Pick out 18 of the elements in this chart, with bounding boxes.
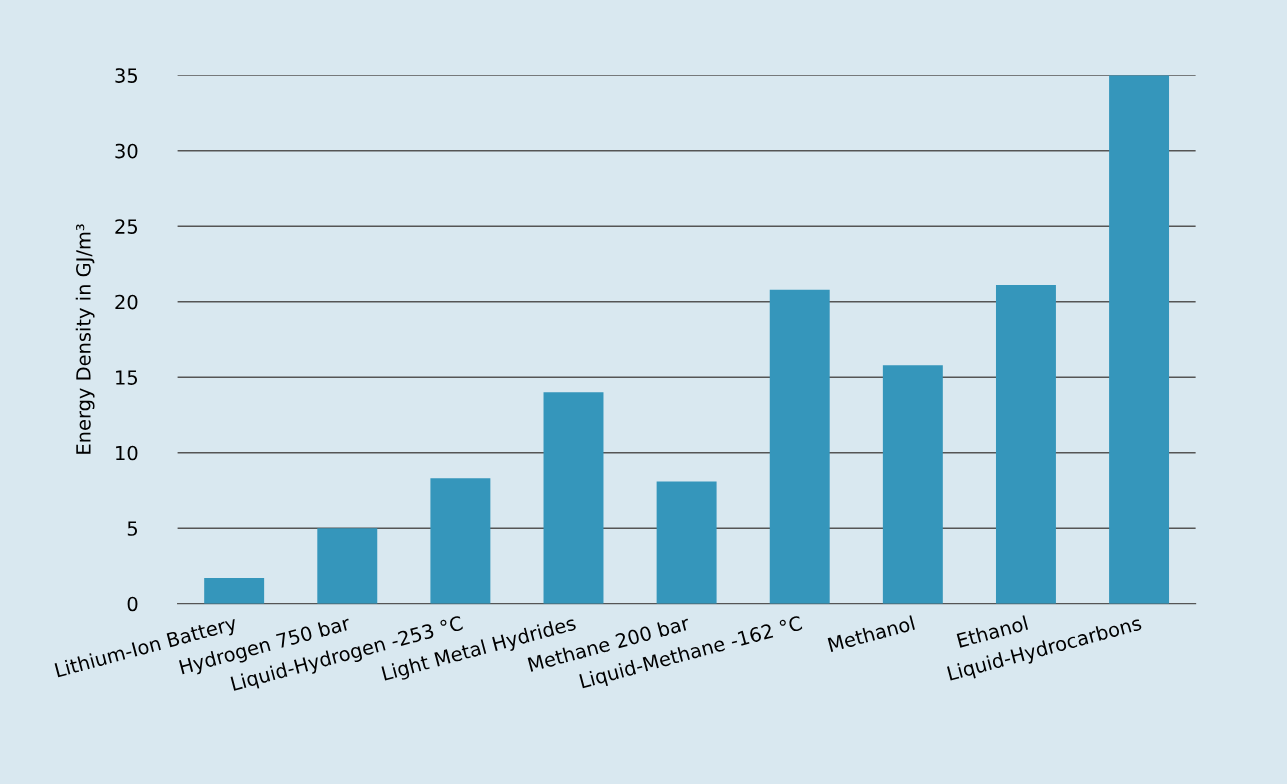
y-tick-label: 30: [115, 143, 138, 159]
bar: [204, 578, 265, 604]
bar: [543, 392, 604, 604]
y-tick-label: 15: [116, 370, 138, 385]
bar: [995, 285, 1056, 604]
y-tick-label: 10: [116, 445, 138, 461]
bar: [882, 365, 943, 604]
bar: [656, 481, 717, 604]
bar: [769, 289, 830, 604]
y-axis-title: Energy Density in GJ/m³: [75, 224, 95, 454]
y-tick-label: 0: [127, 596, 138, 612]
y-tick-label: 20: [115, 294, 138, 310]
bar: [1109, 75, 1170, 604]
y-tick-label: 25: [115, 219, 138, 234]
bar: [430, 478, 491, 604]
y-tick-label: 35: [115, 68, 138, 83]
y-tick-label: 5: [127, 521, 138, 536]
bar: [317, 528, 378, 604]
